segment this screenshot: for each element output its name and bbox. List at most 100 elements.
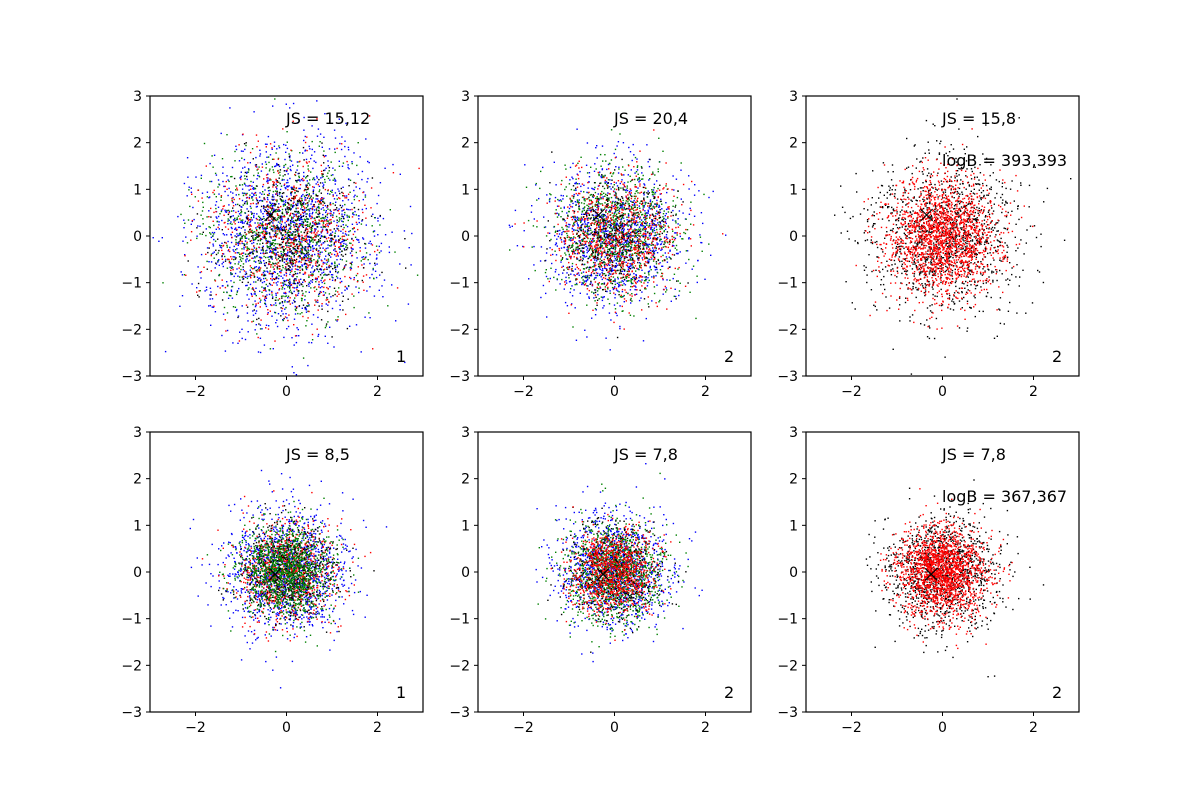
point	[226, 244, 228, 247]
point	[256, 255, 258, 257]
point	[378, 251, 381, 254]
point	[533, 264, 535, 266]
point	[566, 212, 568, 214]
point	[628, 266, 631, 269]
point	[551, 262, 553, 265]
point	[292, 261, 294, 263]
point	[225, 242, 227, 244]
point	[276, 162, 278, 165]
point	[277, 247, 279, 250]
point	[290, 194, 292, 196]
point	[663, 241, 666, 243]
point	[653, 265, 655, 267]
point	[185, 274, 187, 276]
point	[246, 208, 248, 210]
point	[564, 188, 566, 191]
point	[265, 219, 268, 221]
point	[623, 245, 625, 247]
point	[249, 231, 252, 233]
point	[344, 233, 347, 235]
point	[296, 169, 298, 171]
point	[622, 217, 625, 219]
point	[293, 324, 295, 326]
point	[328, 166, 331, 169]
point	[305, 249, 307, 252]
point	[604, 267, 606, 269]
point	[578, 217, 580, 219]
point	[584, 256, 586, 258]
point	[327, 225, 329, 228]
point	[638, 299, 641, 302]
point	[279, 210, 281, 212]
point	[341, 136, 343, 138]
point	[310, 249, 312, 251]
point	[266, 227, 269, 229]
point	[184, 255, 186, 257]
point	[246, 222, 248, 225]
point	[566, 249, 568, 251]
point	[602, 269, 604, 272]
point	[321, 197, 323, 199]
point	[337, 188, 339, 190]
point	[589, 199, 591, 201]
point	[271, 248, 273, 251]
point	[300, 249, 303, 251]
point	[594, 314, 597, 316]
point	[255, 228, 258, 231]
point	[600, 197, 603, 199]
point	[602, 216, 604, 218]
point	[362, 281, 364, 283]
point	[342, 228, 344, 231]
point	[346, 327, 349, 330]
point	[210, 253, 213, 255]
point	[320, 291, 322, 293]
point	[269, 240, 271, 243]
point	[281, 307, 284, 310]
point	[355, 221, 358, 224]
point	[236, 308, 238, 311]
point	[345, 239, 347, 241]
point	[338, 247, 341, 250]
point	[290, 228, 292, 230]
point	[241, 281, 244, 283]
point	[281, 221, 283, 223]
point	[241, 199, 244, 202]
point	[324, 249, 326, 251]
point	[264, 143, 267, 145]
point	[638, 276, 640, 279]
point	[280, 275, 282, 277]
point	[318, 245, 320, 247]
point	[576, 128, 578, 130]
point	[308, 256, 310, 258]
point	[308, 210, 311, 212]
point	[293, 282, 295, 285]
point	[273, 263, 275, 265]
point	[607, 274, 610, 277]
point	[665, 234, 668, 236]
point	[638, 177, 640, 179]
point	[332, 295, 334, 297]
point	[637, 221, 639, 224]
point	[247, 171, 250, 173]
point	[583, 281, 585, 283]
point	[611, 242, 613, 244]
point	[609, 273, 612, 275]
point	[241, 184, 244, 186]
point	[300, 257, 303, 259]
point	[326, 240, 328, 242]
point	[289, 266, 291, 269]
point	[289, 237, 292, 239]
point	[333, 253, 336, 256]
point	[263, 227, 265, 229]
point	[265, 146, 267, 148]
point	[268, 192, 270, 195]
point	[296, 211, 299, 213]
point	[259, 239, 262, 241]
point	[279, 265, 281, 268]
point	[284, 203, 287, 205]
point	[312, 409, 313, 410]
point	[218, 221, 220, 223]
point	[266, 223, 268, 225]
point	[282, 282, 284, 284]
point	[306, 256, 308, 259]
